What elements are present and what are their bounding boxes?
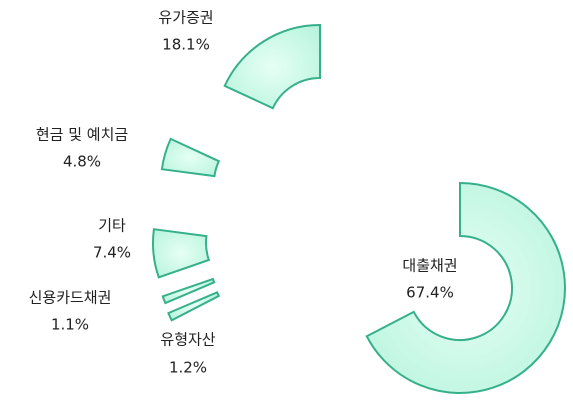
segment-label: 대출채권 [402,257,457,275]
donut-segment [223,23,321,110]
segment-label: 현금 및 예치금 [36,126,129,144]
segment-value-label: 7.4% [93,244,131,262]
segment-label: 기타 [98,217,126,235]
segment-value-label: 18.1% [162,36,210,54]
segment-value-label: 1.2% [169,359,207,377]
segment-value-label: 1.1% [51,316,89,334]
segment-label: 신용카드채권 [29,289,112,307]
segment-value-label: 4.8% [63,153,101,171]
donut-segment [152,228,211,279]
donut-segment [161,277,216,305]
donut-segment [365,181,566,394]
segment-value-label: 67.4% [406,284,454,302]
donut-segment [160,137,221,178]
segment-label: 유가증권 [158,9,213,27]
segment-label: 유형자산 [160,331,215,349]
donut-segment [167,291,221,322]
